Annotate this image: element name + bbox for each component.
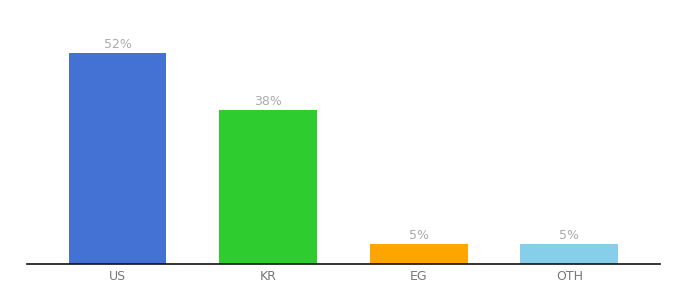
Text: 5%: 5% — [559, 229, 579, 242]
Text: 38%: 38% — [254, 95, 282, 108]
Text: 5%: 5% — [409, 229, 428, 242]
Bar — [69, 53, 167, 264]
Bar — [370, 244, 468, 264]
Text: 52%: 52% — [103, 38, 131, 51]
Bar — [219, 110, 317, 264]
Bar — [520, 244, 618, 264]
